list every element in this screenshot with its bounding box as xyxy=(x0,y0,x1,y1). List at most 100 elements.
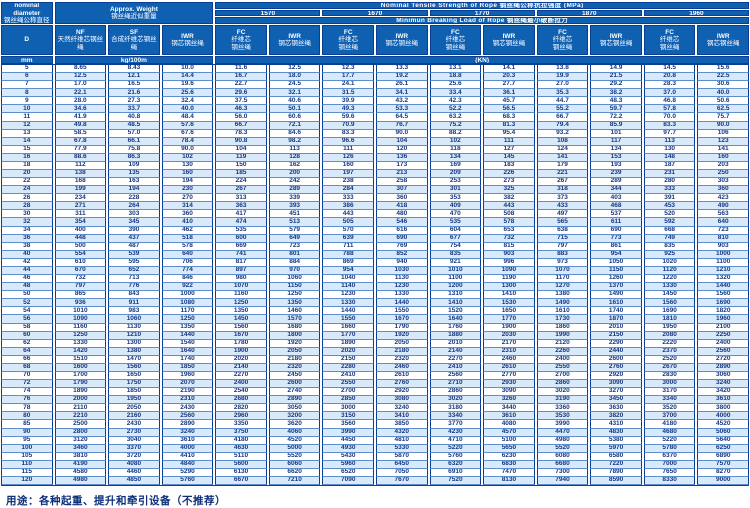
table-row: 28 271 264 314 363 393 386 418 409 443 433 468 453 49… xyxy=(1,202,749,211)
value-cell: 124 xyxy=(536,145,589,154)
value-cell: 4520 xyxy=(268,436,321,445)
value-cell: 1060 xyxy=(268,275,321,284)
table-row: 5 8.65 8.43 10.0 11.6 12.5 12.3 13.3 13.1 14.1 13.… xyxy=(1,65,749,74)
value-cell: 2050 xyxy=(376,339,428,348)
value-cell: 448 xyxy=(54,234,107,243)
value-cell: 104 xyxy=(215,145,267,154)
value-cell: 773 xyxy=(590,234,642,243)
value-cell: 13.1 xyxy=(429,65,482,74)
value-cell: 817 xyxy=(215,258,267,267)
value-cell: 1510 xyxy=(54,355,107,364)
value-cell: 1740 xyxy=(590,307,642,316)
value-cell: 37.5 xyxy=(215,97,267,106)
value-cell: 19.9 xyxy=(536,73,589,82)
value-cell: 8590 xyxy=(590,476,642,486)
table-row: 8 22.1 21.6 25.6 29.6 32.1 31.5 34.1 33.4 36.1 35.… xyxy=(1,89,749,98)
weight-title-en: Approx. Weight xyxy=(109,5,158,13)
value-cell: 1130 xyxy=(108,323,160,332)
value-cell: 3770 xyxy=(429,420,482,429)
value-cell: 451 xyxy=(268,210,321,219)
value-cell: 145 xyxy=(483,153,535,162)
value-cell: 66.1 xyxy=(108,137,160,146)
value-cell: 7470 xyxy=(483,468,535,477)
value-cell: 1550 xyxy=(376,307,428,316)
value-cell: 1410 xyxy=(429,299,482,308)
value-cell: 3440 xyxy=(483,404,535,413)
table-row: 95 3120 3040 3610 4180 4520 4450 4810 4710 5100 49… xyxy=(1,436,749,445)
value-cell: 520 xyxy=(643,210,696,219)
value-cell: 5520 xyxy=(536,444,589,453)
value-cell: 162 xyxy=(268,161,321,171)
value-cell: 70.9 xyxy=(322,121,374,130)
value-cell: 3360 xyxy=(536,404,589,413)
value-cell: 313 xyxy=(215,194,267,203)
value-cell: 1380 xyxy=(108,347,160,356)
value-cell: 5760 xyxy=(161,476,214,486)
value-cell: 221 xyxy=(536,170,589,179)
value-cell: 2720 xyxy=(697,355,749,364)
value-cell: 1920 xyxy=(268,339,321,348)
diameter-cell: 100 xyxy=(1,444,53,453)
value-cell: 6580 xyxy=(590,452,642,461)
col-header-iwr: IWR 钢芯钢丝绳 xyxy=(161,25,214,55)
value-cell: 301 xyxy=(429,186,482,195)
value-cell: 1190 xyxy=(483,275,535,284)
value-cell: 48.3 xyxy=(590,97,642,106)
value-cell: 2400 xyxy=(215,380,267,389)
value-cell: 325 xyxy=(483,186,535,195)
value-cell: 24.1 xyxy=(322,81,374,90)
value-cell: 1700 xyxy=(54,371,107,381)
fc-abbr: FC xyxy=(451,29,460,37)
diameter-cell: 62 xyxy=(1,339,53,348)
value-cell: 8330 xyxy=(643,476,696,486)
value-cell: 5330 xyxy=(376,444,428,453)
value-cell: 5520 xyxy=(268,452,321,461)
value-cell: 903 xyxy=(697,242,749,251)
value-cell: 77.9 xyxy=(54,145,107,154)
fc-zh2: 钢丝绳 xyxy=(445,43,466,51)
value-cell: 4810 xyxy=(376,436,428,445)
nf-zh: 天然纤维芯钢丝绳 xyxy=(57,36,104,51)
value-cell: 996 xyxy=(483,258,535,267)
grade-1570: 1570 xyxy=(215,10,321,16)
value-cell: 1350 xyxy=(268,299,321,308)
value-cell: 6230 xyxy=(483,452,535,461)
value-cell: 1860 xyxy=(536,323,589,332)
diameter-cell: 44 xyxy=(1,266,53,276)
value-cell: 1040 xyxy=(322,275,374,284)
value-cell: 2150 xyxy=(322,355,374,364)
value-cell: 8270 xyxy=(697,468,749,477)
value-cell: 280 xyxy=(643,178,696,187)
value-cell: 120 xyxy=(376,145,428,154)
value-cell: 579 xyxy=(268,226,321,235)
value-cell: 936 xyxy=(54,299,107,308)
value-cell: 925 xyxy=(643,250,696,259)
table-row: 32 354 345 410 474 513 505 546 535 578 565 611 592 64… xyxy=(1,218,749,227)
value-cell: 3630 xyxy=(590,404,642,413)
value-cell: 1520 xyxy=(429,307,482,316)
value-cell: 400 xyxy=(54,226,107,235)
value-cell: 1880 xyxy=(429,331,482,340)
value-cell: 774 xyxy=(161,266,214,276)
value-cell: 173 xyxy=(376,161,428,171)
value-cell: 2190 xyxy=(161,388,214,397)
iwr-abbr: IWR xyxy=(716,32,730,40)
header-approx-weight: Approx. Weight 钢丝绳近似重量 xyxy=(54,2,214,24)
header-nominal-diameter: nominal diameter 钢丝绳公称直径 xyxy=(1,2,53,24)
diameter-cell: 85 xyxy=(1,420,53,429)
value-cell: 7940 xyxy=(536,476,589,486)
value-cell: 3720 xyxy=(108,452,160,461)
value-cell: 1070 xyxy=(215,283,267,292)
value-cell: 104 xyxy=(376,137,428,146)
value-cell: 339 xyxy=(268,194,321,203)
value-cell: 3040 xyxy=(108,436,160,445)
value-cell: 4830 xyxy=(590,428,642,437)
value-cell: 3090 xyxy=(590,380,642,389)
value-cell: 22.5 xyxy=(697,73,749,82)
value-cell: 153 xyxy=(590,153,642,162)
value-cell: 141 xyxy=(697,145,749,154)
value-cell: 20.3 xyxy=(483,73,535,82)
value-cell: 123 xyxy=(697,137,749,146)
value-cell: 3050 xyxy=(268,404,321,413)
value-cell: 677 xyxy=(429,234,482,243)
